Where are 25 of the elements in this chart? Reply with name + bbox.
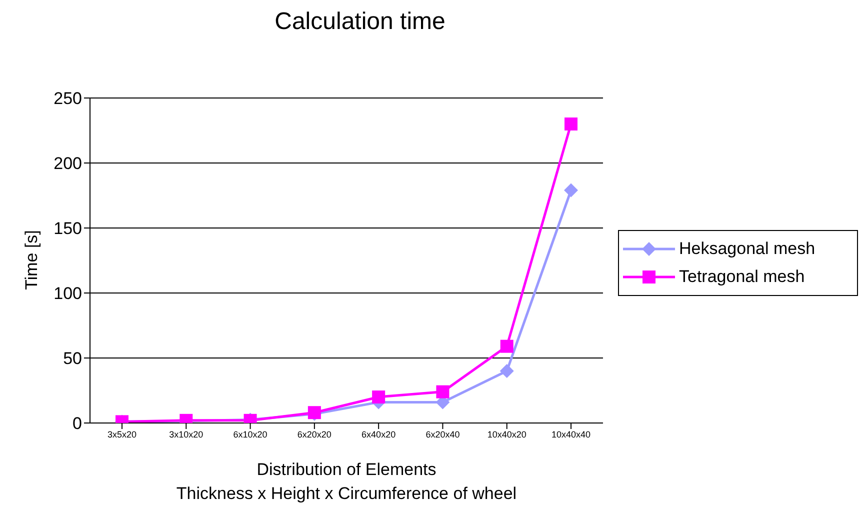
point bbox=[436, 385, 450, 398]
legend-label: Heksagonal mesh bbox=[679, 239, 816, 259]
x-tick-label: 10x40x20 bbox=[487, 429, 526, 440]
x-tick-label: 6x20x40 bbox=[426, 429, 460, 440]
chart-title: Calculation time bbox=[274, 8, 446, 36]
y-tick-label: 250 bbox=[54, 89, 82, 108]
y-tick-label: 200 bbox=[54, 154, 82, 174]
x-tick-label: 10x40x40 bbox=[551, 429, 591, 440]
point bbox=[372, 390, 386, 404]
y-tick-label: 50 bbox=[63, 349, 82, 368]
y-tick-label: 150 bbox=[54, 219, 82, 238]
y-tick-label: 0 bbox=[72, 414, 82, 434]
x-tick-label: 6x10x20 bbox=[233, 429, 268, 440]
y-tick-label: 100 bbox=[54, 284, 82, 304]
x-tick-label: 6x40x20 bbox=[362, 429, 396, 440]
x-tick-label: 3x5x20 bbox=[107, 429, 137, 440]
point bbox=[564, 183, 578, 198]
y-axis-title: Time [s] bbox=[22, 230, 42, 290]
x-tick-label: 6x20x20 bbox=[297, 429, 332, 440]
point bbox=[500, 340, 514, 353]
x-axis-title: Distribution of Elements Thickness x Height x Circumference of wheel bbox=[175, 459, 518, 505]
point bbox=[500, 364, 514, 378]
legend-label: Tetragonal mesh bbox=[679, 267, 805, 287]
point bbox=[564, 118, 578, 130]
x-tick-label: 3x10x20 bbox=[169, 429, 204, 440]
